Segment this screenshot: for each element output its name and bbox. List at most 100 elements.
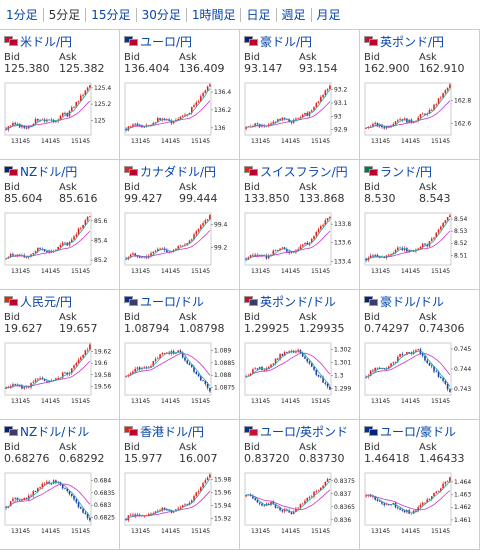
pair-name-link[interactable]: 豪ドル/ドル: [380, 294, 445, 309]
y-tick-label: 19.58: [94, 372, 111, 379]
candle-body: [132, 371, 134, 374]
pair-name-link[interactable]: ランド/円: [380, 164, 433, 179]
candle-body: [179, 245, 182, 247]
candle-body: [86, 216, 89, 221]
candle-body: [77, 502, 80, 508]
pair-name-link[interactable]: 英ポンド/円: [380, 34, 445, 49]
candle-body: [252, 496, 254, 499]
rate-card-header[interactable]: ユーロ/ドル: [124, 293, 204, 309]
x-tick-label: 15145: [431, 528, 450, 535]
candle-body: [34, 491, 37, 492]
y-tick-label: 125.2: [94, 101, 111, 108]
y-tick-label: 15.94: [214, 503, 231, 510]
bid-label: Bid: [244, 52, 260, 63]
pair-name-link[interactable]: ユーロ/ドル: [140, 294, 205, 309]
currency-flags-icon: [244, 166, 258, 176]
tab-timeframe[interactable]: 日足: [246, 8, 271, 22]
pair-name-link[interactable]: ユーロ/円: [140, 34, 193, 49]
rate-card-header[interactable]: ランド/円: [364, 163, 432, 179]
rate-card-header[interactable]: NZドル/円: [4, 163, 77, 179]
tab-timeframe[interactable]: 15分足: [91, 8, 131, 22]
rate-card-header[interactable]: 英ポンド/ドル: [244, 293, 336, 309]
rate-card-header[interactable]: ユーロ/英ポンド: [244, 423, 348, 439]
rate-card: 英ポンド/円 Bid Ask 162.900 162.910 162.8 162.6 1314…: [360, 30, 480, 160]
rate-card-header[interactable]: 豪ドル/ドル: [364, 293, 444, 309]
tab-timeframe[interactable]: 週足: [281, 8, 306, 22]
y-tick-label: 1.301: [334, 360, 351, 367]
candle-body: [274, 250, 277, 252]
candle-body: [175, 509, 177, 512]
rate-card-header[interactable]: カナダドル/円: [124, 163, 216, 179]
pair-name-link[interactable]: カナダドル/円: [140, 164, 217, 179]
pair-name-link[interactable]: ユーロ/英ポンド: [260, 424, 349, 439]
rate-card-header[interactable]: 香港ドル/円: [124, 423, 204, 439]
candle-body: [70, 239, 73, 243]
candle-body: [23, 497, 26, 500]
pair-name-link[interactable]: NZドル/円: [20, 164, 78, 179]
moving-average-long: [126, 353, 211, 377]
candle-body: [37, 378, 39, 380]
tab-separator: [42, 8, 44, 22]
candle-body: [299, 504, 302, 508]
pair-name-link[interactable]: ユーロ/豪ドル: [380, 424, 457, 439]
candle-body: [64, 488, 66, 490]
pair-name-link[interactable]: 米ドル/円: [20, 34, 73, 49]
candle-body: [277, 119, 279, 122]
x-tick-label: 14145: [161, 398, 180, 405]
rate-card-header[interactable]: 豪ドル/円: [244, 33, 312, 49]
candle-body: [444, 380, 447, 384]
price-chart: 125.4 125.2 125 13145 14145 15145: [4, 82, 111, 145]
rate-card-header[interactable]: 英ポンド/円: [364, 33, 444, 49]
candle-body: [295, 508, 297, 512]
ask-label: Ask: [419, 312, 437, 323]
tab-timeframe[interactable]: 30分足: [141, 8, 181, 22]
tab-timeframe[interactable]: 5分足: [48, 8, 81, 22]
pair-name-link[interactable]: 人民元/円: [20, 294, 73, 309]
rate-card-header[interactable]: 人民元/円: [4, 293, 72, 309]
moving-average-long: [125, 490, 211, 521]
candle-body: [200, 96, 202, 102]
x-tick-label: 15145: [311, 398, 330, 405]
candle-body: [374, 496, 376, 500]
candle-body: [12, 384, 14, 387]
pair-name-link[interactable]: 香港ドル/円: [140, 424, 205, 439]
rate-card-header[interactable]: ユーロ/円: [124, 33, 192, 49]
candle-body: [417, 117, 419, 122]
candle-body: [70, 107, 73, 112]
pair-name-link[interactable]: 豪ドル/円: [260, 34, 313, 49]
ask-value: 1.08798: [179, 322, 225, 335]
ask-label: Ask: [419, 182, 437, 193]
candle-body: [324, 220, 327, 225]
rate-card-header[interactable]: NZドル/ドル: [4, 423, 89, 439]
tab-timeframe[interactable]: 月足: [316, 8, 341, 22]
ask-label: Ask: [59, 442, 77, 453]
candle-body: [374, 254, 376, 257]
price-chart: 1.302 1.301 1.3 1.299 13145 14145 15145: [244, 342, 351, 405]
tab-timeframe[interactable]: 1時間足: [191, 8, 236, 22]
rate-card-header[interactable]: ユーロ/豪ドル: [364, 423, 456, 439]
y-tick-label: 125: [94, 117, 106, 124]
rate-card: 英ポンド/ドル Bid Ask 1.29925 1.29935 1.302 1.301 1.3…: [240, 290, 360, 420]
candle-body: [43, 483, 46, 485]
candle-body: [46, 481, 48, 484]
candle-body: [421, 502, 424, 505]
candle-body: [5, 128, 7, 130]
pair-name-link[interactable]: スイスフラン/円: [260, 164, 348, 179]
rate-card-header[interactable]: スイスフラン/円: [244, 163, 348, 179]
candle-body: [304, 356, 306, 359]
x-tick-label: 15145: [71, 398, 90, 405]
pair-name-link[interactable]: 英ポンド/ドル: [260, 294, 337, 309]
x-tick-label: 13145: [131, 528, 150, 535]
x-tick-label: 15145: [191, 138, 210, 145]
candle-body: [27, 386, 30, 388]
tab-timeframe[interactable]: 1分足: [6, 8, 38, 22]
x-tick-label: 15145: [191, 398, 210, 405]
rate-card-header[interactable]: 米ドル/円: [4, 33, 72, 49]
bid-label: Bid: [4, 312, 20, 323]
candle-body: [419, 246, 422, 249]
x-tick-label: 14145: [41, 268, 60, 275]
pair-name-link[interactable]: NZドル/ドル: [20, 424, 90, 439]
candle-body: [202, 380, 204, 382]
bid-label: Bid: [244, 182, 260, 193]
candle-body: [138, 367, 141, 370]
